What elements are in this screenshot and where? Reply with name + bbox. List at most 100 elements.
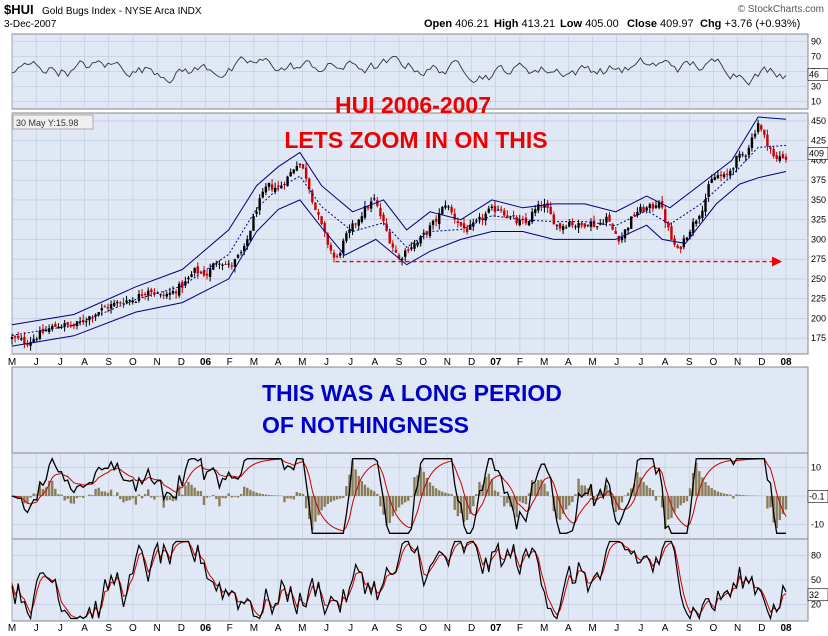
macd-histogram-bar xyxy=(60,494,63,496)
candle-body xyxy=(503,210,506,216)
macd-histogram-bar xyxy=(131,496,134,499)
candle-body xyxy=(599,223,602,225)
candle-body xyxy=(348,229,351,234)
candle-body xyxy=(301,164,305,169)
macd-histogram-bar xyxy=(267,494,271,496)
stochastic-tick-label: 20 xyxy=(811,600,821,610)
x-tick-label: S xyxy=(105,623,112,634)
candle-body xyxy=(10,336,14,340)
ohlc-item: Low 405.00 xyxy=(560,18,619,30)
x-axis-ticks: M M J J J J A A S S O O N N D D 06 06 F F M M A A M M J J J J A A S S O O N N… xyxy=(8,357,792,634)
macd-histogram-bar xyxy=(744,495,747,496)
macd-histogram-bar xyxy=(781,496,785,515)
ohlc-value: 406.21 xyxy=(455,18,489,30)
macd-histogram-bar xyxy=(360,481,364,496)
candle-body xyxy=(478,216,481,220)
macd-histogram-bar xyxy=(713,490,716,496)
macd-histogram-bar xyxy=(784,496,788,510)
macd-histogram-bar xyxy=(246,487,249,496)
candle-body xyxy=(691,221,695,233)
ohlc-label: Close xyxy=(627,18,660,30)
macd-histogram-bar xyxy=(425,477,429,496)
macd-tick-label: 10 xyxy=(811,462,821,472)
macd-histogram-bar xyxy=(571,496,574,503)
macd-histogram-bar xyxy=(103,491,107,496)
macd-histogram-bar xyxy=(51,480,54,496)
macd-histogram-bar xyxy=(357,476,360,496)
macd-histogram-bar xyxy=(29,496,32,498)
macd-histogram-bar xyxy=(181,494,184,496)
x-tick-label: A xyxy=(81,623,88,634)
candle-body xyxy=(645,207,648,211)
x-tick-label: A xyxy=(371,357,378,368)
middle-band xyxy=(11,144,787,336)
macd-histogram-bar xyxy=(583,485,586,496)
macd-histogram-bar xyxy=(255,492,258,496)
candle-body xyxy=(756,123,760,132)
macd-histogram-bar xyxy=(218,496,221,507)
macd-histogram-bar xyxy=(428,482,432,496)
x-tick-label: J xyxy=(638,357,643,368)
x-tick-label: M xyxy=(588,623,596,634)
macd-histogram-bar xyxy=(472,496,475,507)
macd-histogram-bar xyxy=(249,489,252,496)
macd-histogram-bar xyxy=(558,496,562,520)
candle-body xyxy=(376,200,379,206)
macd-histogram-bar xyxy=(264,494,268,496)
chart-date: 3-Dec-2007 xyxy=(4,19,57,30)
candle-body xyxy=(760,125,763,130)
macd-histogram-bar xyxy=(766,496,769,509)
candle-body xyxy=(537,204,540,211)
candle-body xyxy=(147,290,150,296)
macd-histogram-bar xyxy=(465,496,469,521)
candle-body xyxy=(469,224,472,230)
candle-body xyxy=(360,216,364,222)
x-tick-label: A xyxy=(275,623,282,634)
candle-body xyxy=(515,217,518,224)
candle-body xyxy=(465,227,469,232)
candle-body xyxy=(772,148,775,157)
rsi-line xyxy=(11,55,787,86)
macd-histogram-bar xyxy=(351,460,354,496)
candle-body xyxy=(729,170,732,176)
candle-body xyxy=(413,243,416,249)
candle-body xyxy=(168,292,172,295)
macd-histogram-bar xyxy=(413,477,416,496)
candle-body xyxy=(205,273,209,276)
macd-histogram-bar xyxy=(682,496,686,503)
macd-histogram-bar xyxy=(648,488,651,496)
macd-histogram-bar xyxy=(642,481,645,496)
candle-body xyxy=(26,343,29,346)
macd-value-tag: -0.1 xyxy=(809,491,825,501)
macd-histogram-bar xyxy=(685,496,689,502)
x-tick-label: J xyxy=(34,623,39,634)
candle-body xyxy=(122,303,125,305)
macd-histogram-bar xyxy=(561,496,565,514)
candle-body xyxy=(695,220,698,224)
macd-histogram-bar xyxy=(382,496,385,515)
candle-body xyxy=(57,326,60,329)
macd-histogram-bar xyxy=(385,496,388,526)
candle-body xyxy=(35,338,38,340)
x-tick-label: M xyxy=(8,357,16,368)
macd-histogram-bar xyxy=(456,496,460,517)
macd-histogram-bar xyxy=(673,496,676,513)
candle-body xyxy=(753,133,757,137)
candle-body xyxy=(499,209,503,211)
candle-body xyxy=(636,211,639,216)
macd-histogram-bar xyxy=(623,495,627,496)
macd-histogram-bar xyxy=(555,496,559,519)
candle-body xyxy=(586,224,590,226)
macd-histogram-bar xyxy=(82,496,85,498)
candle-body xyxy=(657,202,661,208)
macd-histogram-bar xyxy=(450,494,453,496)
macd-histogram-bar xyxy=(258,493,261,496)
candle-body xyxy=(475,220,478,222)
macd-histogram-bar xyxy=(434,488,438,496)
candle-body xyxy=(456,221,460,223)
candle-body xyxy=(571,221,574,226)
macd-histogram-bar xyxy=(667,496,670,520)
macd-histogram-bar xyxy=(626,492,630,496)
x-tick-label: A xyxy=(565,357,572,368)
candle-body xyxy=(685,237,689,241)
